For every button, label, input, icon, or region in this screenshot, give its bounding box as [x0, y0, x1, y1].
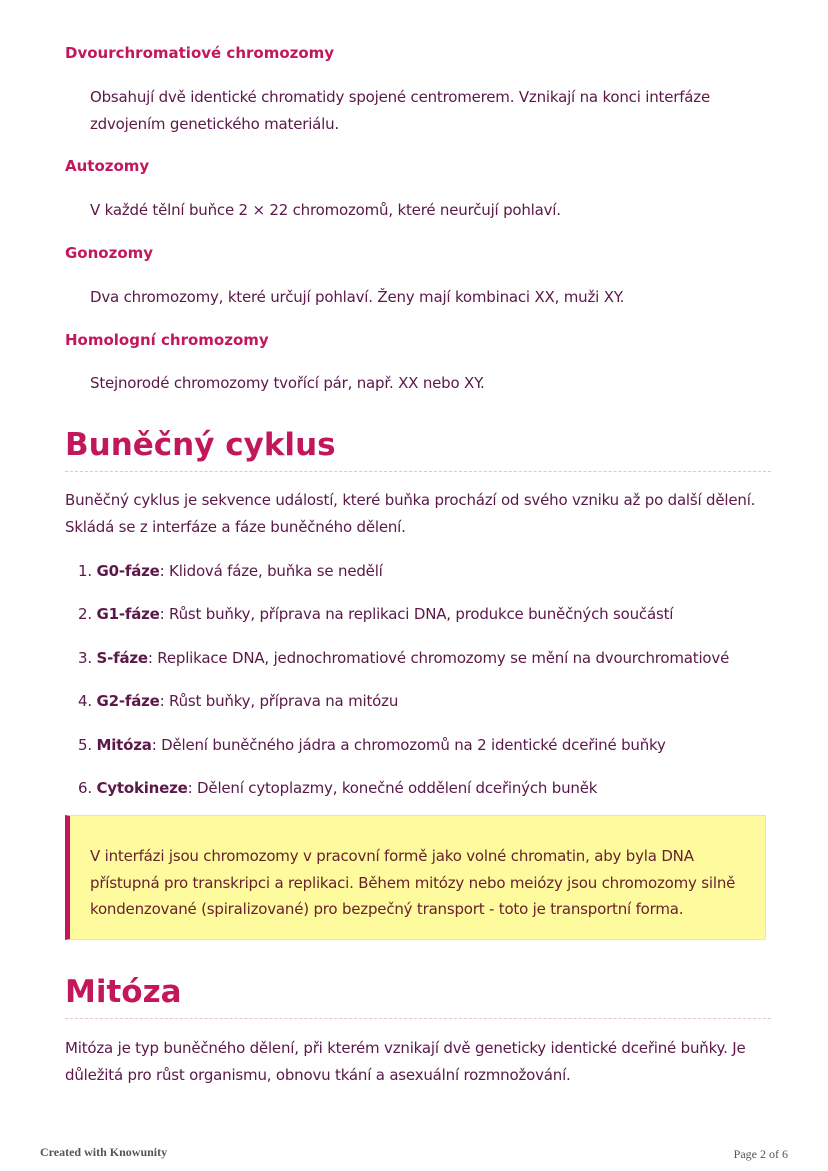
list-number: 5.: [78, 736, 92, 754]
list-item: 5. Mitóza: Dělení buněčného jádra a chro…: [78, 735, 666, 755]
list-number: 6.: [78, 779, 92, 797]
term-definition: Obsahují dvě identické chromatidy spojen…: [90, 88, 710, 133]
page-number: Page 2 of 6: [733, 1147, 788, 1161]
cell-cycle-intro: Buněčný cyklus je sekvence událostí, kte…: [65, 491, 756, 536]
section-heading-cell-cycle: Buněčný cyklus: [65, 425, 771, 472]
list-item: 2. G1-fáze: Růst buňky, příprava na repl…: [78, 604, 673, 624]
phase-text: : Klidová fáze, buňka se nedělí: [159, 562, 383, 580]
term-heading: Homologní chromozomy: [65, 331, 269, 349]
phase-text: : Růst buňky, příprava na mitózu: [159, 692, 399, 710]
term-heading: Gonozomy: [65, 244, 154, 262]
list-number: 1.: [78, 562, 92, 580]
phase-text: : Dělení buněčného jádra a chromozomů na…: [151, 736, 666, 754]
list-item: 4. G2-fáze: Růst buňky, příprava na mitó…: [78, 691, 398, 711]
list-number: 4.: [78, 692, 92, 710]
section-heading-mitosis: Mitóza: [65, 972, 771, 1019]
list-item: 3. S-fáze: Replikace DNA, jednochromatio…: [78, 648, 729, 668]
phase-text: : Dělení cytoplazmy, konečné oddělení dc…: [187, 779, 598, 797]
term-heading: Dvourchromatiové chromozomy: [65, 44, 335, 62]
callout-box: V interfázi jsou chromozomy v pracovní f…: [65, 815, 766, 940]
term-definition: Dva chromozomy, které určují pohlaví. Že…: [90, 288, 625, 306]
phase-label: G2-fáze: [96, 692, 160, 710]
term-definition: V každé tělní buňce 2 × 22 chromozomů, k…: [90, 201, 561, 219]
phase-text: : Růst buňky, příprava na replikaci DNA,…: [159, 605, 674, 623]
phase-label: Mitóza: [96, 736, 152, 754]
footer-credit: Created with Knowunity: [40, 1145, 168, 1159]
list-number: 3.: [78, 649, 92, 667]
phase-label: G0-fáze: [96, 562, 160, 580]
term-definition: Stejnorodé chromozomy tvořící pár, např.…: [90, 374, 485, 392]
phase-text: : Replikace DNA, jednochromatiové chromo…: [147, 649, 730, 667]
mitosis-intro: Mitóza je typ buněčného dělení, při kter…: [65, 1039, 746, 1084]
list-number: 2.: [78, 605, 92, 623]
phase-label: S-fáze: [96, 649, 149, 667]
callout-text: V interfázi jsou chromozomy v pracovní f…: [90, 847, 736, 918]
list-item: 6. Cytokineze: Dělení cytoplazmy, konečn…: [78, 778, 597, 798]
phase-label: G1-fáze: [96, 605, 160, 623]
list-item: 1. G0-fáze: Klidová fáze, buňka se neděl…: [78, 561, 383, 581]
term-heading: Autozomy: [65, 157, 150, 175]
phase-label: Cytokineze: [96, 779, 188, 797]
